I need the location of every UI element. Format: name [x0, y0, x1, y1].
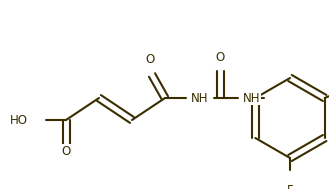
Text: NH: NH [191, 91, 209, 105]
Text: O: O [145, 53, 155, 66]
Text: F: F [287, 184, 293, 189]
Text: HO: HO [10, 114, 28, 126]
Text: NH: NH [243, 91, 261, 105]
Text: O: O [62, 145, 71, 158]
Text: O: O [215, 51, 225, 64]
